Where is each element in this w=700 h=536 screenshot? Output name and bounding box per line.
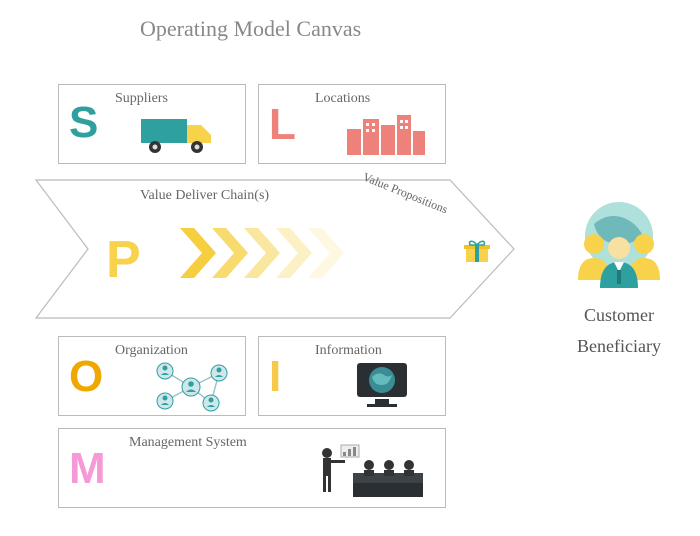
box-management: Management System M — [58, 428, 446, 508]
box-locations: Locations L — [258, 84, 446, 164]
locations-label: Locations — [315, 91, 370, 107]
management-label: Management System — [129, 435, 247, 451]
customer-label-2: Beneficiary — [554, 334, 684, 359]
value-chain-label: Value Deliver Chain(s) — [140, 188, 269, 204]
suppliers-letter: S — [69, 101, 98, 145]
box-information: Information I — [258, 336, 446, 416]
presentation-icon — [309, 443, 429, 508]
buildings-icon — [343, 111, 429, 164]
organization-letter: O — [69, 355, 103, 399]
network-icon — [145, 357, 235, 418]
locations-letter: L — [269, 103, 296, 147]
management-letter: M — [69, 447, 106, 491]
suppliers-label: Suppliers — [115, 91, 168, 107]
customer-people-icon — [564, 200, 674, 297]
customer-label-1: Customer — [554, 303, 684, 328]
truck-icon — [139, 113, 219, 162]
box-organization: Organization O — [58, 336, 246, 416]
monitor-globe-icon — [349, 357, 419, 416]
box-suppliers: Suppliers S — [58, 84, 246, 164]
gift-icon — [464, 238, 490, 260]
value-chain-arrow: Value Deliver Chain(s) Value Proposition… — [30, 174, 520, 324]
information-letter: I — [269, 355, 281, 399]
chevrons-icon — [180, 228, 380, 283]
customer-block: Customer Beneficiary — [554, 200, 684, 359]
page-title: Operating Model Canvas — [140, 16, 361, 42]
value-chain-letter: P — [106, 234, 141, 286]
